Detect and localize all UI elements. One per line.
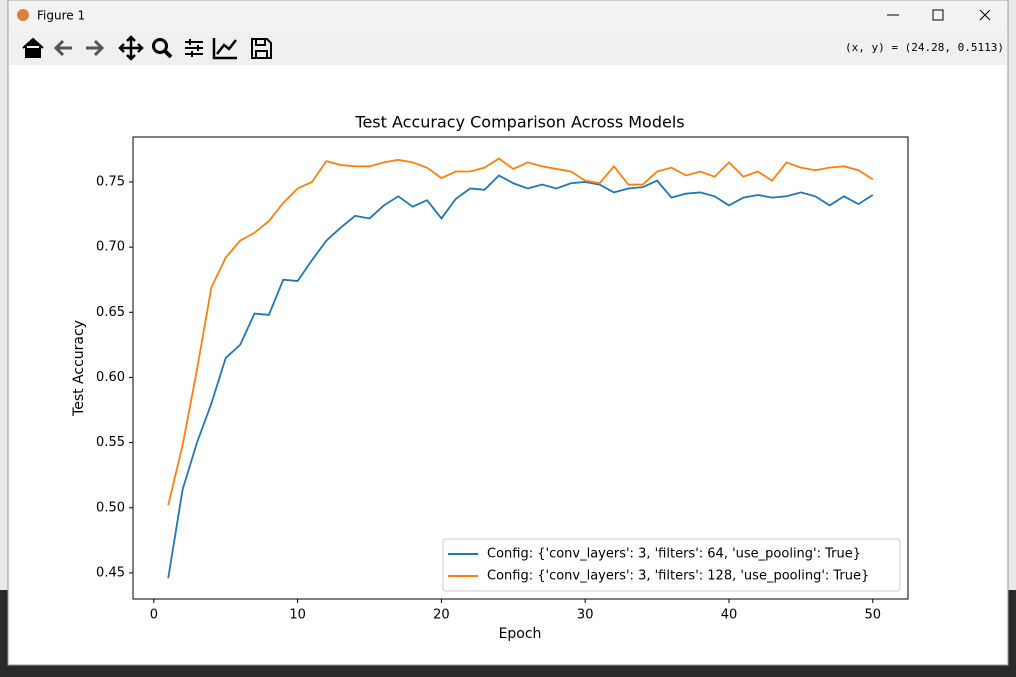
y-tick-label: 0.50 xyxy=(96,500,125,515)
configure-button[interactable] xyxy=(185,39,203,57)
app-icon xyxy=(17,9,29,21)
y-tick-label: 0.65 xyxy=(96,305,125,320)
y-tick-label: 0.45 xyxy=(96,565,125,580)
legend-label: Config: {'conv_layers': 3, 'filters': 64… xyxy=(487,547,861,562)
x-axis-label: Epoch xyxy=(499,626,542,642)
coordinates: (x, y) = (24.28, 0.5113) xyxy=(845,41,1004,54)
title-bar xyxy=(9,1,1007,31)
toolbar xyxy=(9,31,1007,65)
legend-label: Config: {'conv_layers': 3, 'filters': 12… xyxy=(487,569,869,584)
chart-title: Test Accuracy Comparison Across Models xyxy=(354,113,684,132)
series-line xyxy=(167,157,874,506)
x-tick-label: 40 xyxy=(721,608,738,623)
x-tick-label: 30 xyxy=(577,608,594,623)
y-tick-label: 0.70 xyxy=(96,240,125,255)
maximize-button[interactable] xyxy=(932,9,944,21)
edit-button[interactable] xyxy=(212,38,237,60)
pan-button[interactable] xyxy=(118,35,144,61)
y-tick-label: 0.75 xyxy=(96,174,125,189)
x-tick-label: 20 xyxy=(433,608,450,623)
close-button[interactable] xyxy=(979,9,991,21)
plot-area xyxy=(132,136,909,600)
series-line xyxy=(167,174,874,579)
x-tick-label: 0 xyxy=(150,608,158,623)
x-tick-label: 50 xyxy=(864,608,881,623)
y-axis-label: Test Accuracy xyxy=(71,320,87,417)
legend-box xyxy=(442,538,901,592)
save-button[interactable] xyxy=(251,38,272,59)
x-tick-label: 10 xyxy=(289,608,306,623)
zoom-button[interactable] xyxy=(152,38,173,59)
y-tick-label: 0.60 xyxy=(96,370,125,385)
window-title: Figure 1 xyxy=(37,9,85,23)
legend: Config: {'conv_layers': 3, 'filters': 64… xyxy=(442,538,901,592)
back-button[interactable] xyxy=(53,39,72,57)
home-button[interactable] xyxy=(22,37,44,58)
forward-button[interactable] xyxy=(86,39,105,57)
y-tick-label: 0.55 xyxy=(96,435,125,450)
